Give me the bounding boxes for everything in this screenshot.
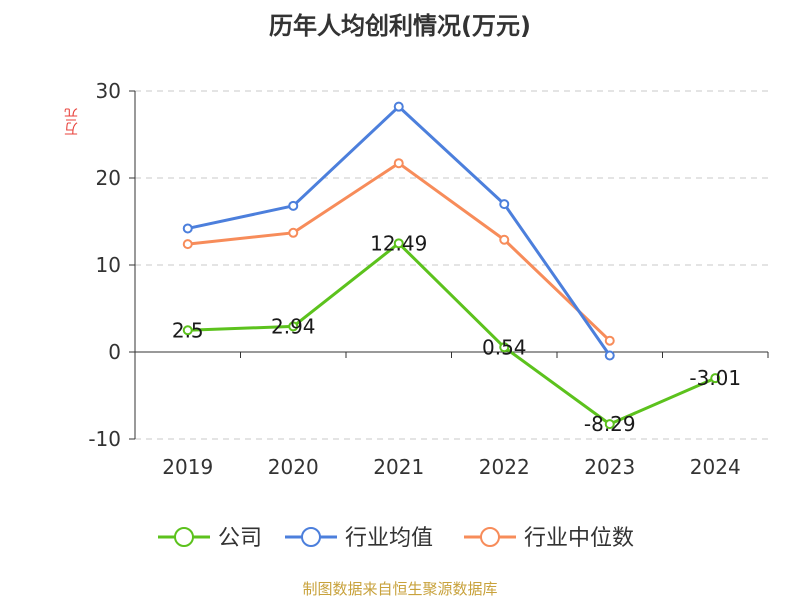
data-label: 0.54 <box>482 335 527 359</box>
x-tick-label: 2023 <box>584 455 635 479</box>
legend-label: 公司 <box>218 526 262 551</box>
y-tick-label: -10 <box>88 427 121 451</box>
legend-label: 行业均值 <box>345 526 433 551</box>
data-label: 2.5 <box>172 318 204 342</box>
chart-title: 历年人均创利情况(万元) <box>269 12 531 40</box>
data-point <box>604 419 615 430</box>
x-tick-label: 2021 <box>373 455 424 479</box>
series-line-0 <box>187 241 716 426</box>
y-tick-label: 10 <box>96 253 121 277</box>
data-point <box>499 234 510 245</box>
data-point <box>499 342 510 353</box>
data-point <box>288 321 299 332</box>
data-label: -8.29 <box>584 412 636 436</box>
data-point <box>604 350 615 361</box>
data-point <box>393 101 404 112</box>
data-label: 2.94 <box>271 314 316 338</box>
data-label: 12.49 <box>370 231 427 255</box>
x-tick-label: 2020 <box>268 455 319 479</box>
y-tick-label: 30 <box>96 79 121 103</box>
data-point <box>182 325 193 336</box>
legend-marker <box>301 527 321 547</box>
legend-marker <box>174 527 194 547</box>
x-tick-label: 2019 <box>162 455 213 479</box>
data-label: -3.01 <box>689 366 741 390</box>
y-tick-label: 20 <box>96 166 121 190</box>
data-point <box>393 238 404 249</box>
data-point <box>393 158 404 169</box>
data-point <box>710 373 721 384</box>
legend-marker <box>480 527 500 547</box>
data-point <box>288 200 299 211</box>
data-point <box>499 199 510 210</box>
data-point <box>182 223 193 234</box>
data-point <box>604 335 615 346</box>
data-point <box>182 239 193 250</box>
y-tick-label: 0 <box>108 340 121 364</box>
x-tick-label: 2024 <box>690 455 741 479</box>
data-source-note: 制图数据来自恒生聚源数据库 <box>302 580 498 598</box>
data-point <box>288 227 299 238</box>
legend-label: 行业中位数 <box>524 526 634 551</box>
x-tick-label: 2022 <box>479 455 530 479</box>
